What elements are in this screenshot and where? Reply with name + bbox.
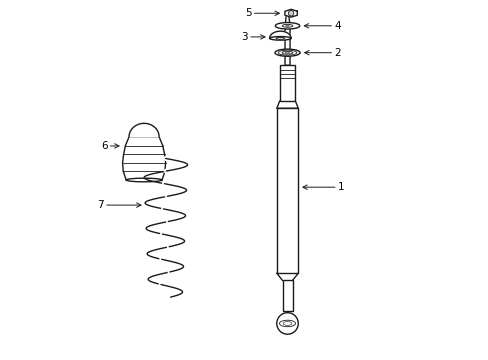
Ellipse shape: [126, 178, 162, 182]
Bar: [279, 65, 295, 101]
Polygon shape: [285, 12, 289, 26]
Ellipse shape: [275, 23, 299, 29]
Bar: [282, 280, 292, 311]
Ellipse shape: [282, 24, 292, 27]
Ellipse shape: [285, 52, 289, 53]
Ellipse shape: [278, 50, 296, 55]
Ellipse shape: [285, 25, 289, 26]
Polygon shape: [269, 31, 290, 39]
Polygon shape: [276, 273, 298, 280]
Text: 7: 7: [97, 200, 141, 210]
Polygon shape: [279, 65, 295, 101]
Ellipse shape: [282, 51, 292, 54]
Bar: [276, 108, 298, 273]
Polygon shape: [285, 9, 297, 17]
Text: 2: 2: [304, 48, 340, 58]
Circle shape: [276, 313, 298, 334]
Ellipse shape: [269, 37, 290, 40]
Text: 5: 5: [244, 8, 279, 18]
Text: 4: 4: [304, 21, 340, 31]
Text: 3: 3: [241, 32, 264, 42]
Polygon shape: [129, 123, 159, 137]
Ellipse shape: [274, 49, 300, 56]
Polygon shape: [276, 101, 298, 108]
Text: 6: 6: [101, 141, 119, 151]
Text: 1: 1: [302, 182, 344, 192]
Polygon shape: [282, 280, 292, 311]
Circle shape: [288, 10, 293, 16]
Polygon shape: [276, 108, 298, 273]
